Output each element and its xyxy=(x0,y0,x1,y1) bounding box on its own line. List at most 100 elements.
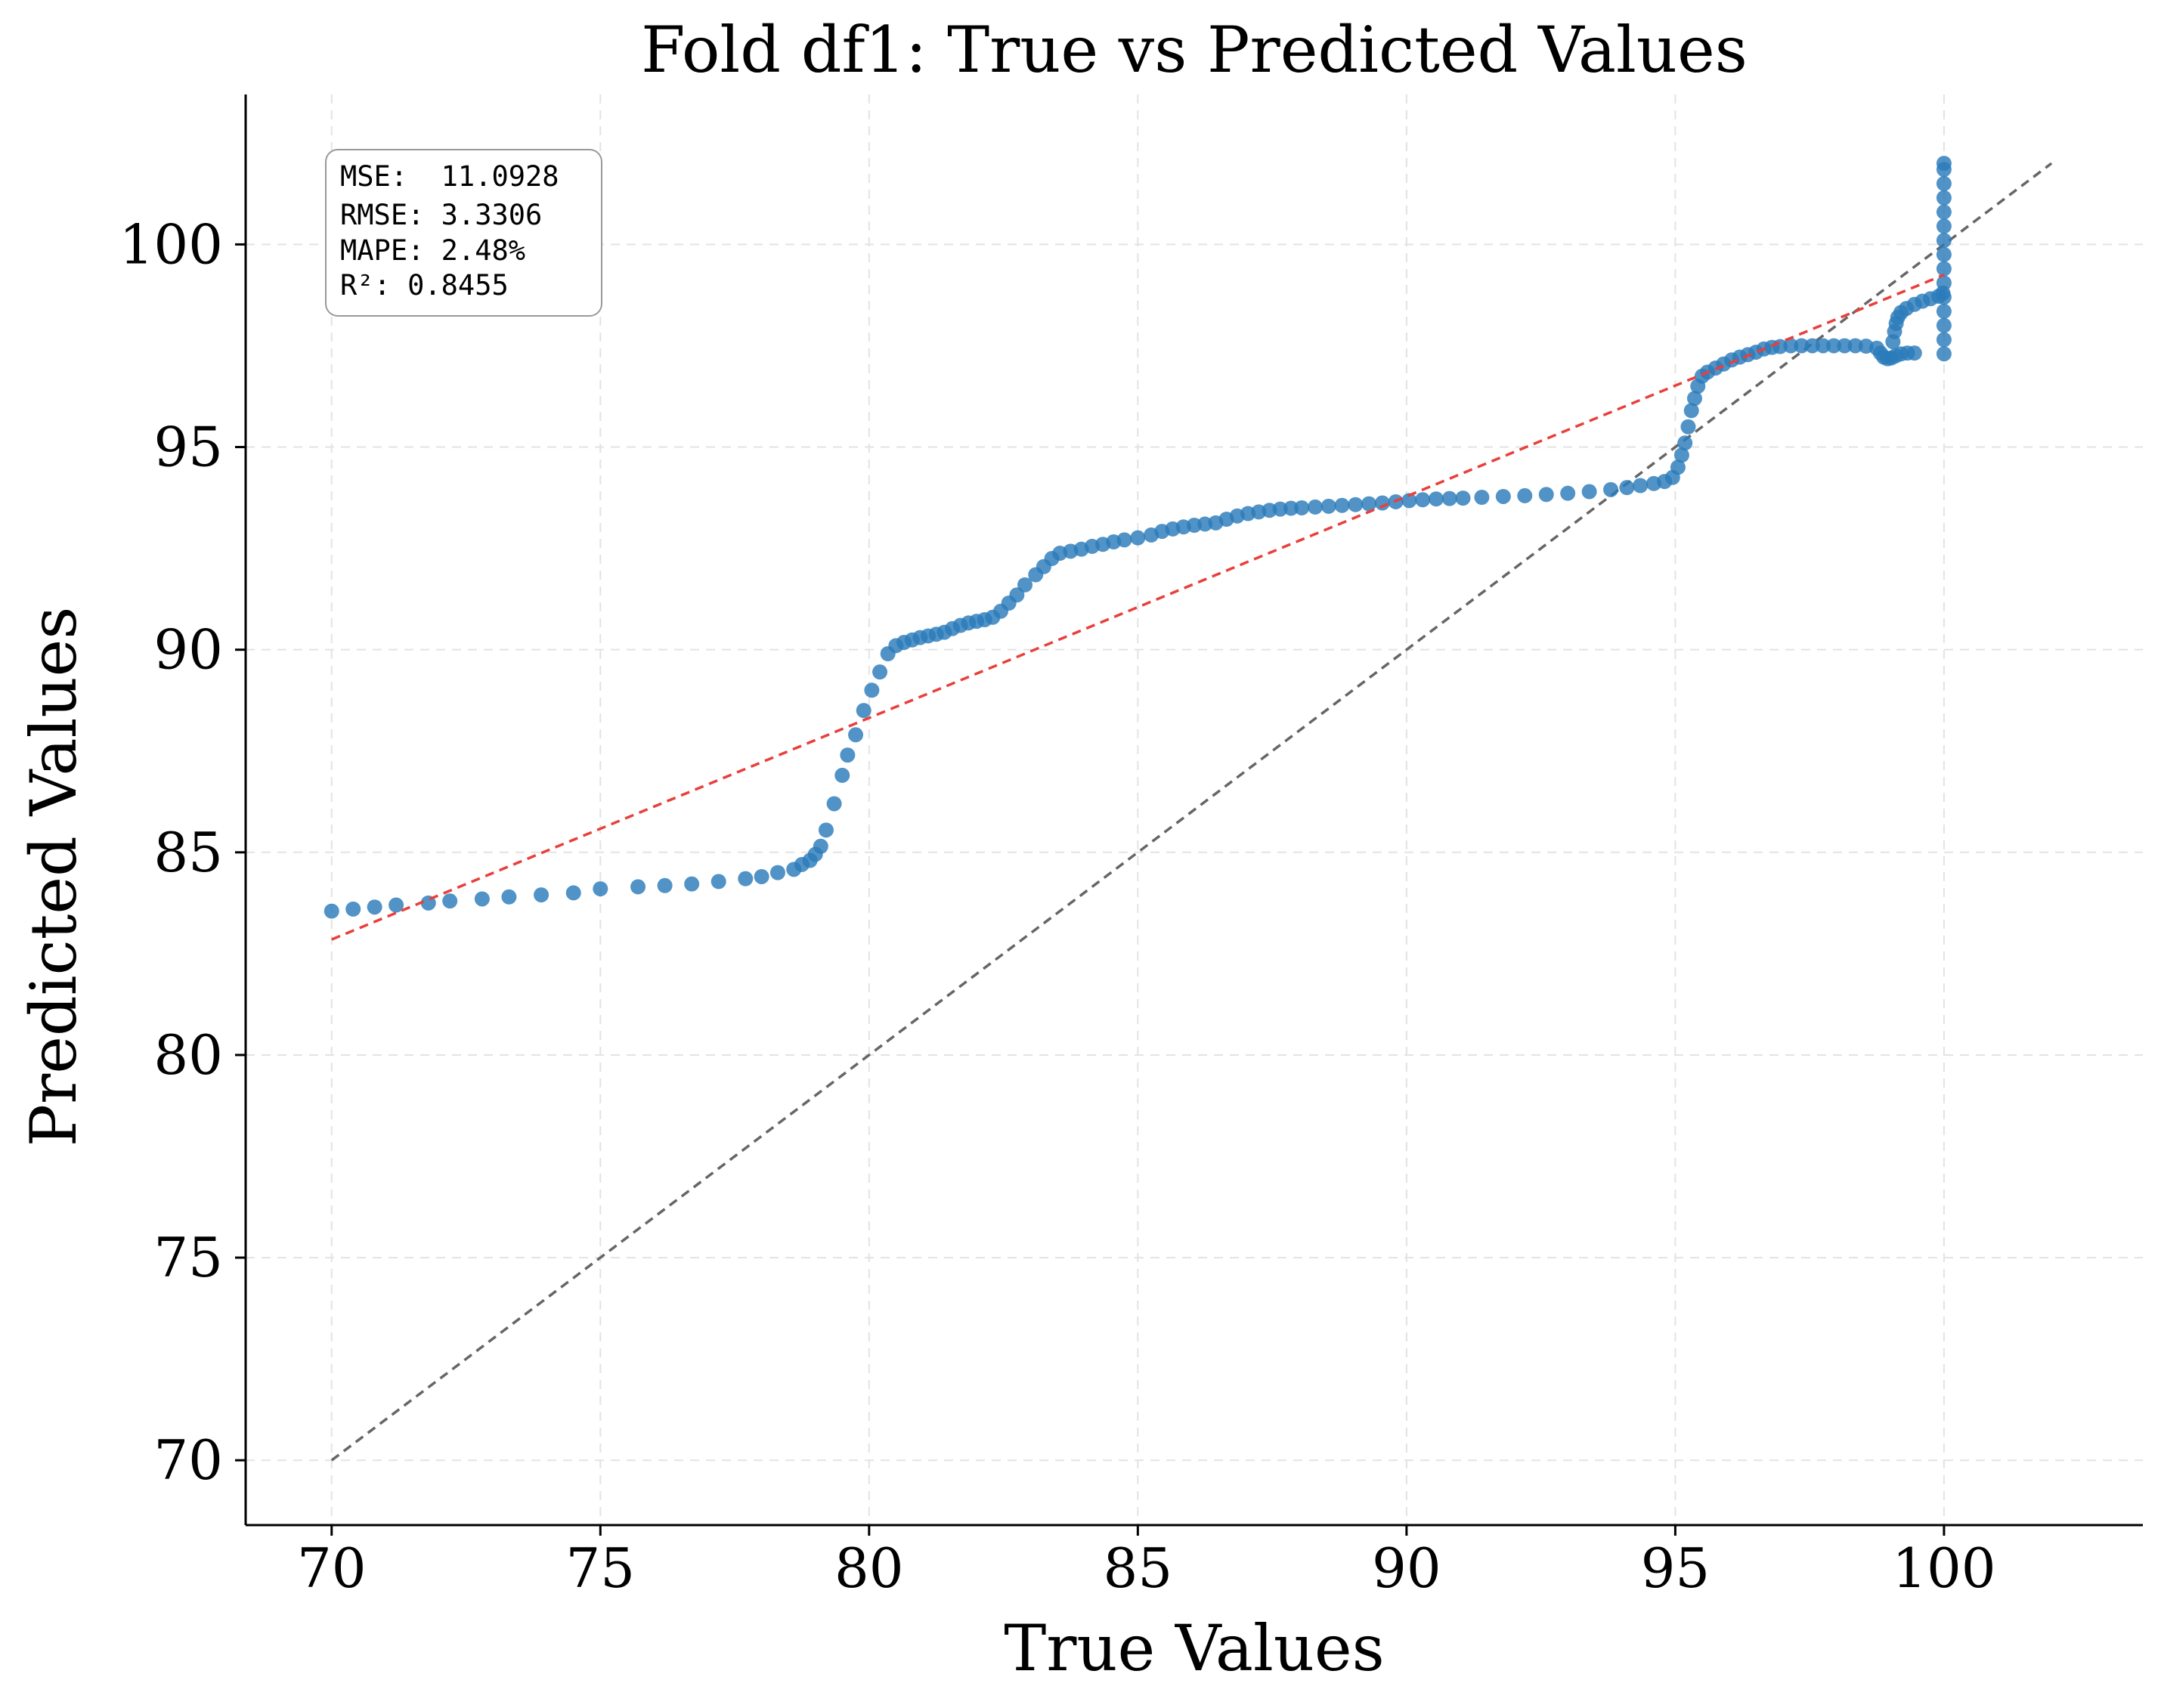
x-axis-label: True Values xyxy=(1004,1611,1385,1685)
data-point xyxy=(474,891,490,907)
points-layer xyxy=(324,156,1952,919)
data-point xyxy=(1936,346,1952,362)
data-point xyxy=(534,887,550,903)
data-point xyxy=(1428,491,1444,507)
regression-fit-line xyxy=(331,274,1945,941)
data-point xyxy=(826,796,842,812)
data-point xyxy=(1936,289,1952,305)
y-tick-label: 85 xyxy=(153,821,223,884)
data-point xyxy=(1936,204,1952,220)
data-point xyxy=(1374,495,1390,511)
data-point xyxy=(1936,175,1952,191)
data-point xyxy=(1560,485,1576,501)
data-point xyxy=(1455,490,1471,506)
x-ticks: 70 75 80 85 90 95 100 xyxy=(297,1525,1996,1600)
reference-line-layer xyxy=(330,162,2053,1462)
y-tick-label: 70 xyxy=(153,1428,223,1492)
data-point xyxy=(738,871,754,886)
data-point xyxy=(1936,190,1952,206)
data-point xyxy=(367,899,382,915)
data-point xyxy=(1936,218,1952,234)
data-point xyxy=(1936,261,1952,277)
data-point xyxy=(813,838,828,854)
data-point xyxy=(1130,530,1146,546)
data-point xyxy=(1474,490,1490,506)
x-tick-label: 90 xyxy=(1372,1536,1441,1600)
data-point xyxy=(1837,338,1853,354)
data-point xyxy=(1677,435,1693,451)
data-point xyxy=(630,879,646,895)
data-point xyxy=(442,893,458,909)
data-point xyxy=(1619,480,1635,496)
y-tick-label: 95 xyxy=(153,416,223,479)
data-point xyxy=(1794,338,1810,354)
data-point xyxy=(324,903,339,919)
data-point xyxy=(1415,492,1431,508)
data-point xyxy=(818,822,834,838)
x-tick-label: 80 xyxy=(834,1536,904,1600)
data-point xyxy=(684,876,700,892)
data-point xyxy=(1804,338,1820,354)
data-point xyxy=(565,885,581,901)
data-point xyxy=(1683,403,1699,419)
data-point xyxy=(593,881,608,897)
data-point xyxy=(1307,499,1323,515)
data-point xyxy=(1116,532,1132,548)
metric-mse: MSE: 11.0928 xyxy=(340,160,559,193)
metrics-box: MSE: 11.0928 RMSE: 3.3306 MAPE: 2.48% R²… xyxy=(325,149,602,317)
data-point xyxy=(1936,303,1952,319)
y-tick-label: 75 xyxy=(153,1226,223,1289)
data-point xyxy=(1320,498,1336,514)
data-point xyxy=(711,874,726,890)
chart-title: Fold df1: True vs Predicted Values xyxy=(641,13,1748,87)
data-point xyxy=(1361,496,1377,512)
data-point xyxy=(1936,317,1952,333)
fit-line-layer xyxy=(331,274,1945,941)
data-point xyxy=(1283,500,1299,516)
data-point xyxy=(1936,156,1952,172)
x-tick-label: 100 xyxy=(1892,1536,1995,1600)
metric-r2: R²: 0.8455 xyxy=(340,269,509,302)
metric-rmse: RMSE: 3.3306 xyxy=(340,199,542,231)
data-point xyxy=(1826,338,1842,354)
data-point xyxy=(1936,332,1952,348)
y-tick-label: 100 xyxy=(119,212,223,276)
data-point xyxy=(1633,478,1649,494)
x-tick-label: 70 xyxy=(297,1536,367,1600)
data-point xyxy=(848,727,864,743)
data-point xyxy=(872,664,888,680)
data-point xyxy=(1936,275,1952,291)
data-point xyxy=(1272,501,1288,517)
y-ticks: 70 75 80 85 90 95 100 xyxy=(119,212,246,1492)
data-point xyxy=(501,889,517,905)
data-point xyxy=(1847,338,1863,354)
data-point xyxy=(389,897,404,913)
y-axis-label: Predicted Values xyxy=(17,607,91,1147)
data-point xyxy=(1815,338,1831,354)
data-point xyxy=(1603,481,1619,497)
data-point xyxy=(1009,587,1025,603)
data-point xyxy=(769,865,785,880)
data-point xyxy=(1348,497,1364,512)
data-point xyxy=(1581,484,1597,500)
data-point xyxy=(864,682,880,698)
data-point xyxy=(1783,338,1799,354)
data-point xyxy=(1680,419,1696,435)
data-point xyxy=(1538,487,1554,503)
data-point xyxy=(345,901,361,917)
x-tick-label: 95 xyxy=(1641,1536,1711,1600)
data-point xyxy=(1906,345,1922,361)
data-point xyxy=(1441,490,1457,506)
data-point xyxy=(1673,447,1689,463)
data-point xyxy=(1017,577,1033,593)
data-point xyxy=(1294,500,1310,515)
data-point xyxy=(834,767,850,783)
data-point xyxy=(1517,487,1533,503)
y-tick-label: 90 xyxy=(153,618,223,682)
x-tick-label: 85 xyxy=(1104,1536,1173,1600)
data-point xyxy=(856,703,872,719)
data-point xyxy=(1936,246,1952,262)
data-point xyxy=(1334,497,1350,513)
